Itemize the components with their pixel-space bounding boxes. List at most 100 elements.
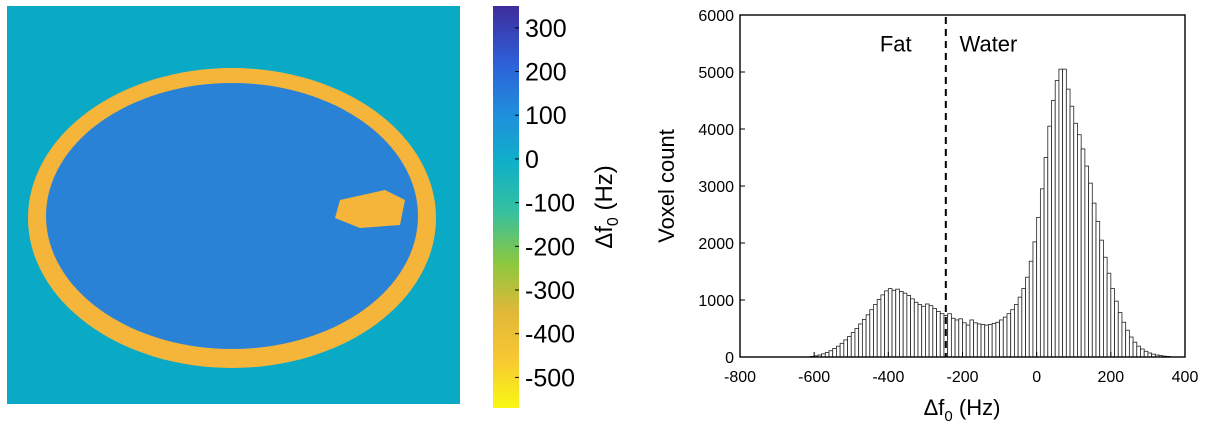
histogram-bar (999, 319, 1004, 358)
histogram-bar (962, 322, 967, 358)
histogram-bar (1091, 202, 1097, 358)
histogram-bar (1069, 105, 1075, 358)
colorbar-ticks: 300 200 100 0 -100 -200 -300 -400 -500 (515, 15, 575, 392)
histogram-bars (810, 68, 1171, 358)
histogram-bar (928, 305, 934, 358)
histogram-bar (854, 328, 860, 358)
histogram-bar (836, 345, 841, 358)
histogram-bar (995, 321, 1000, 358)
histogram-bar (1032, 241, 1038, 358)
histogram-bar (932, 308, 937, 358)
colorbar-tick-label: -500 (525, 364, 575, 392)
x-tick-label: 0 (1032, 369, 1041, 386)
histogram-bar (828, 350, 834, 358)
histogram-bar (850, 332, 856, 358)
histogram-panel: -800 -600 -400 -200 0 200 400 0 1000 2000 3000 400… (640, 0, 1217, 426)
histogram-bar (1110, 288, 1115, 358)
histogram-bar (1047, 125, 1052, 358)
histogram-bar (965, 324, 971, 358)
histogram-bar (865, 314, 871, 358)
histogram-bar (1121, 321, 1127, 358)
y-tick-label: 0 (725, 350, 734, 367)
histogram-bar (1114, 300, 1119, 358)
histogram-bar (1132, 341, 1138, 358)
colorbar-tick-label: 0 (525, 146, 539, 174)
y-tick-label: 6000 (698, 8, 734, 25)
colorbar-tick-label: 300 (525, 15, 567, 43)
y-axis-label: Voxel count (654, 129, 679, 243)
y-tick-label: 1000 (698, 293, 734, 310)
histogram-bar (939, 313, 945, 358)
colorbar-tick-label: 100 (525, 102, 567, 130)
histogram-bar (1006, 313, 1012, 358)
histogram-bar (973, 322, 978, 358)
field-map-panel: 300 200 100 0 -100 -200 -300 -400 -500 Δf0 (Hz) (7, 6, 622, 408)
histogram-bar (947, 313, 952, 358)
histogram-bar (1099, 239, 1104, 358)
histogram-bar (1080, 148, 1086, 358)
histogram-bar (1143, 350, 1149, 358)
histogram-bar (1128, 336, 1134, 358)
x-axis-label: Δf0 (Hz) (924, 395, 1001, 425)
histogram-bar (843, 339, 848, 358)
histogram-bar (969, 319, 975, 358)
histogram-bar (1017, 296, 1023, 358)
x-tick-label: -400 (872, 369, 904, 386)
x-tick-label: -800 (724, 369, 756, 386)
histogram-bar (873, 304, 878, 358)
histogram-bar (1125, 329, 1130, 358)
histogram-bar (910, 298, 915, 358)
histogram-bar (1010, 309, 1015, 358)
histogram-bar (925, 303, 930, 358)
histogram-bar (876, 299, 882, 358)
histogram-bar (1058, 68, 1064, 358)
histogram-bar (1095, 220, 1101, 358)
histogram-bar (1065, 88, 1071, 358)
x-tick-label: -200 (946, 369, 978, 386)
histogram-bar (1051, 100, 1056, 358)
histogram-bar (847, 336, 852, 358)
histogram-bar (899, 291, 904, 358)
histogram-chart: -800 -600 -400 -200 0 200 400 0 1000 2000 3000 400… (654, 8, 1199, 425)
x-tick-label: 200 (1097, 369, 1124, 386)
x-tick-label: 400 (1172, 369, 1199, 386)
annotation-label: Fat (880, 32, 912, 57)
histogram-bar (839, 342, 845, 358)
histogram-bar (1036, 216, 1041, 358)
histogram-bar (936, 310, 941, 358)
colorbar-tick-label: -100 (525, 190, 575, 218)
annotations: Fat Water (880, 32, 1018, 57)
histogram-bar (891, 289, 897, 358)
colorbar-tick-label: 200 (525, 59, 567, 87)
histogram-bar (902, 292, 908, 358)
histogram-bar (1084, 165, 1089, 358)
histogram-bar (917, 304, 923, 358)
colorbar-tick-label: -300 (525, 277, 575, 305)
histogram-bar (1043, 157, 1049, 358)
histogram-bar (921, 305, 926, 358)
histogram-bar (1073, 122, 1078, 358)
annotation-label: Water (960, 32, 1018, 57)
histogram-bar (1117, 312, 1123, 358)
y-axis-ticks: 0 1000 2000 3000 4000 5000 6000 (698, 8, 745, 367)
y-tick-label: 3000 (698, 179, 734, 196)
histogram-bar (958, 318, 963, 358)
y-tick-label: 2000 (698, 236, 734, 253)
colorbar-tick-label: -200 (525, 233, 575, 261)
histogram-bar (884, 290, 889, 358)
histogram-bar (832, 348, 837, 358)
histogram-bar (869, 309, 874, 358)
histogram-bar (1021, 288, 1026, 358)
histogram-bar (1054, 80, 1060, 358)
histogram-bar (1103, 256, 1108, 358)
histogram-bar (895, 288, 900, 358)
tissue-region (46, 83, 418, 349)
histogram-bar (984, 324, 989, 358)
histogram-bar (988, 324, 993, 358)
histogram-bar (954, 319, 960, 358)
histogram-bar (1025, 276, 1030, 358)
histogram-bar (1077, 134, 1082, 358)
field-map-figure: 300 200 100 0 -100 -200 -300 -400 -500 Δf0 (Hz) (7, 6, 622, 408)
colorbar-label: Δf0 (Hz) (591, 165, 622, 249)
colorbar (493, 6, 519, 408)
